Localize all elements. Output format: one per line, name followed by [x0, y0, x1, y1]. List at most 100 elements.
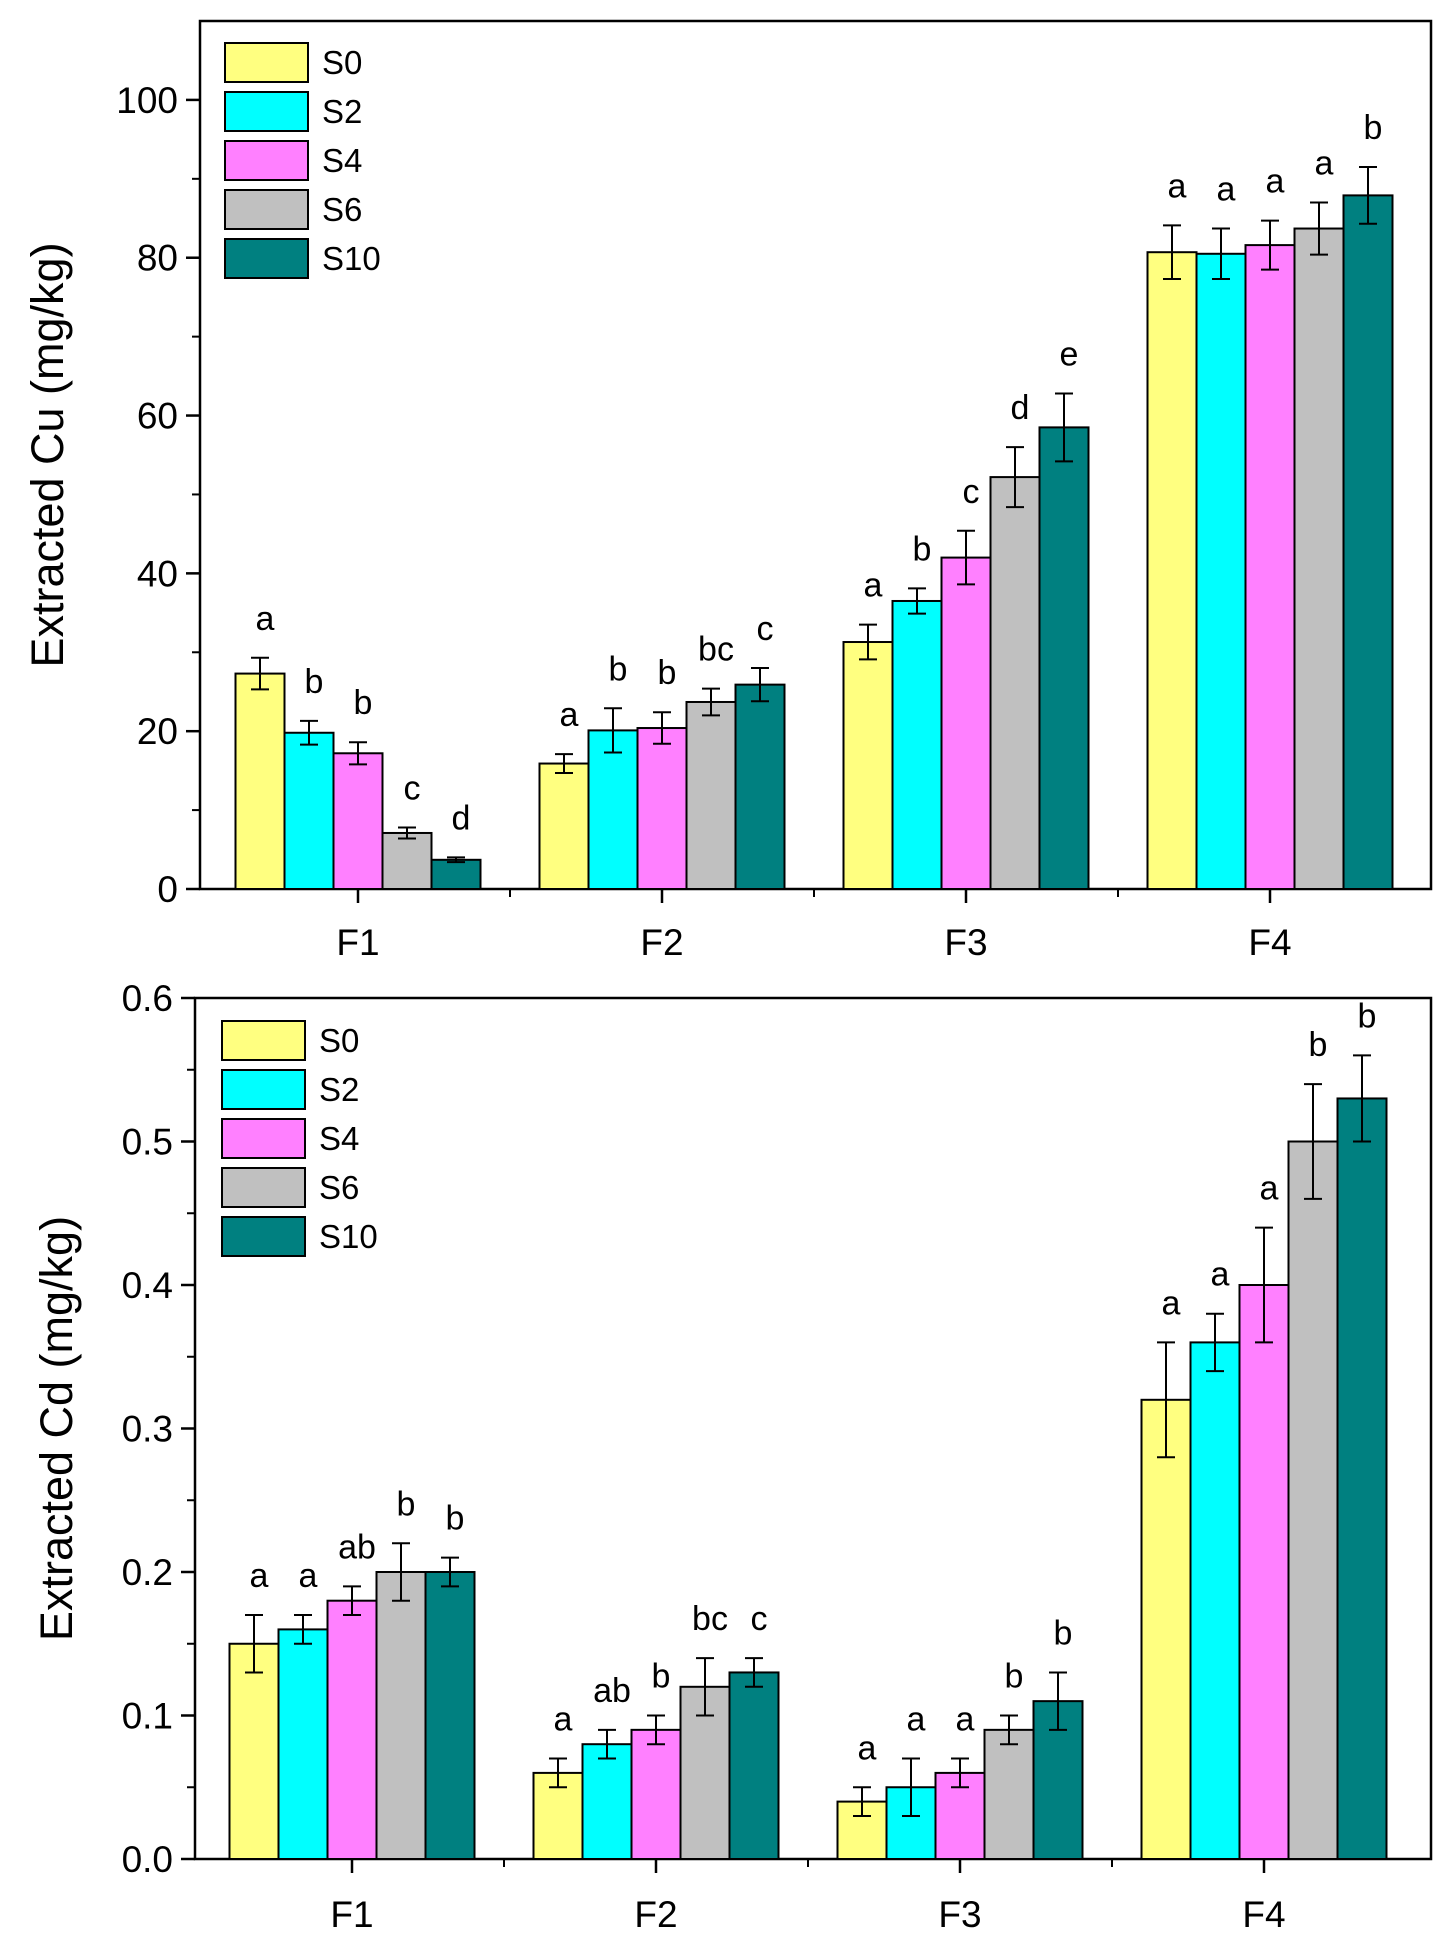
significance-letter: c	[757, 610, 774, 648]
significance-letter: a	[554, 1701, 573, 1739]
bar-s4-f2	[630, 1728, 682, 1860]
bar-s4-f2	[636, 727, 688, 890]
legend-label: S4	[319, 1120, 359, 1157]
legend: S0 S2 S4 S6 S10	[224, 42, 381, 279]
bar-s4-f4	[1238, 1284, 1290, 1860]
significance-letter: c	[963, 473, 980, 511]
significance-letter: a	[858, 1729, 877, 1767]
y-tick-label: 0.1	[122, 1696, 173, 1737]
significance-letter: b	[397, 1485, 416, 1523]
legend-label: S0	[319, 1022, 359, 1059]
legend-swatch-s0	[221, 1020, 306, 1061]
significance-letter: a	[1217, 171, 1236, 209]
y-tick-label: 80	[137, 238, 178, 279]
y-tick-label: 0.3	[122, 1409, 173, 1450]
y-axis-title: Extracted Cd (mg/kg)	[31, 1216, 82, 1641]
bar-s2-f1	[283, 731, 335, 891]
legend-label: S0	[322, 44, 362, 81]
bar-s6-f4	[1287, 1140, 1339, 1860]
significance-letter: a	[1266, 163, 1285, 201]
significance-letter: a	[956, 1701, 975, 1739]
legend-label: S10	[319, 1218, 378, 1255]
bar-s0-f4	[1146, 251, 1198, 891]
bar-s2-f4	[1195, 252, 1247, 891]
y-tick-label: 0.6	[122, 978, 173, 1019]
bar-s10-f3	[1038, 426, 1090, 890]
y-tick-label: 100	[116, 80, 178, 121]
significance-letter: b	[354, 684, 373, 722]
significance-letter: a	[1260, 1170, 1279, 1208]
significance-letter: a	[907, 1701, 926, 1739]
legend-label: S2	[319, 1071, 359, 1108]
bar-s0-f2	[538, 762, 590, 890]
bar-s10-f1	[424, 1571, 476, 1860]
bar-s6-f1	[381, 831, 433, 891]
legend-swatch-s6	[224, 189, 309, 230]
significance-letter: a	[1168, 167, 1187, 205]
bar-s0-f4	[1140, 1398, 1192, 1861]
significance-letter: b	[446, 1500, 465, 1538]
bar-s4-f1	[332, 752, 384, 890]
legend-label: S10	[322, 240, 381, 277]
plot-frame	[198, 19, 1433, 891]
bar-s4-f1	[326, 1599, 378, 1860]
significance-letter: b	[1309, 1026, 1328, 1064]
x-tick-label: F1	[336, 922, 379, 963]
bar-s2-f4	[1189, 1341, 1241, 1860]
significance-letter: d	[452, 799, 471, 837]
bar-s6-f4	[1293, 227, 1345, 891]
bar-s6-f3	[983, 1728, 1035, 1860]
y-tick-label: 0.0	[122, 1839, 173, 1880]
legend-label: S6	[322, 191, 362, 228]
bar-s10-f2	[728, 1671, 780, 1860]
bar-s10-f4	[1336, 1097, 1388, 1860]
significance-letter: b	[305, 663, 324, 701]
significance-letter: b	[652, 1658, 671, 1696]
bar-s0-f3	[842, 641, 894, 890]
significance-letter: a	[1315, 144, 1334, 182]
bar-s2-f3	[891, 599, 943, 890]
significance-letter: e	[1060, 335, 1079, 373]
y-tick-label: 0	[157, 869, 178, 910]
significance-letter: b	[1005, 1658, 1024, 1696]
significance-letter: b	[1364, 109, 1383, 147]
bar-s6-f3	[989, 476, 1041, 890]
bar-s2-f1	[277, 1628, 329, 1861]
x-tick-label: F2	[640, 922, 683, 963]
y-tick-label: 0.2	[122, 1552, 173, 1593]
legend-swatch-s10	[221, 1216, 306, 1257]
legend-swatch-s0	[224, 42, 309, 83]
significance-letter: ab	[338, 1528, 376, 1566]
bar-s2-f2	[587, 729, 639, 890]
significance-letter: a	[250, 1557, 269, 1595]
legend-label: S4	[322, 142, 362, 179]
significance-letter: a	[256, 600, 275, 638]
bar-s6-f1	[375, 1571, 427, 1860]
legend-swatch-s2	[221, 1069, 306, 1110]
bar-s4-f3	[940, 556, 992, 891]
legend-label: S6	[319, 1169, 359, 1206]
x-tick-label: F3	[944, 922, 987, 963]
significance-letter: b	[1054, 1614, 1073, 1652]
y-tick-label: 0.5	[122, 1122, 173, 1163]
y-tick-label: 60	[137, 396, 178, 437]
significance-letter: a	[560, 696, 579, 734]
significance-letter: d	[1011, 389, 1030, 427]
legend-swatch-s6	[221, 1167, 306, 1208]
significance-letter: b	[913, 530, 932, 568]
bar-s6-f2	[685, 700, 737, 891]
bar-s4-f4	[1244, 244, 1296, 891]
bar-s2-f2	[581, 1743, 633, 1860]
significance-letter: a	[1211, 1256, 1230, 1294]
legend-swatch-s10	[224, 238, 309, 279]
legend-swatch-s4	[224, 140, 309, 181]
significance-letter: c	[404, 769, 421, 807]
bar-s0-f1	[234, 672, 286, 890]
y-tick-label: 40	[137, 553, 178, 594]
significance-letter: a	[1162, 1284, 1181, 1322]
y-tick-label: 0.4	[122, 1265, 173, 1306]
bar-s10-f2	[734, 683, 786, 890]
significance-letter: c	[751, 1600, 768, 1638]
x-tick-label: F4	[1242, 1894, 1285, 1935]
